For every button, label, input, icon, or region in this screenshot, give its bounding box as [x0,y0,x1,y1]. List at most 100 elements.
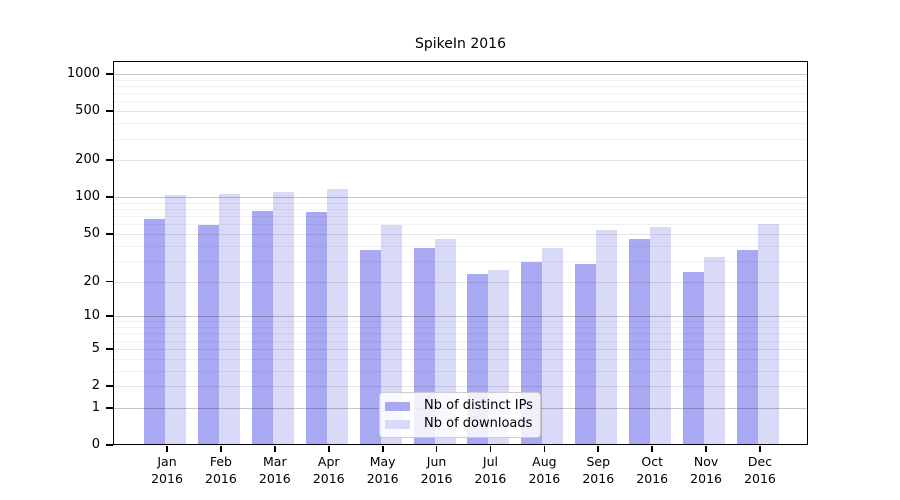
gridline [113,160,808,162]
gridline [113,93,808,95]
x-axis-tick [166,446,168,452]
bar-nb-of-downloads-mar-2016 [272,191,294,445]
gridline [113,281,808,283]
x-axis-tick [381,446,384,452]
y-tick-label: 50 [83,225,100,241]
y-axis-tick [106,159,113,161]
x-axis-tick [543,446,546,452]
x-axis-tick [327,446,330,452]
bar-nb-of-distinct-ips-dec-2016 [736,249,758,445]
x-tick-label: Nov 2016 [690,454,722,486]
gridline [113,79,808,81]
x-axis-tick [435,446,438,452]
gridline [113,386,808,387]
legend: Nb of distinct IPs Nb of downloads [379,392,541,438]
x-tick-label: Mar 2016 [258,454,291,486]
bar-nb-of-downloads-apr-2016 [326,189,348,445]
gridline [113,101,808,103]
legend-swatch-downloads [385,419,410,429]
x-tick-label: Aug 2016 [528,454,561,486]
gridline [113,260,808,262]
bar-nb-of-distinct-ips-jan-2016 [144,219,165,445]
y-tick-label: 10 [83,308,100,324]
x-tick-label: Jun 2016 [420,454,453,486]
bar-nb-of-downloads-jan-2016 [165,195,186,445]
y-axis-tick [106,73,113,75]
y-tick-label: 100 [75,189,100,205]
gridline [113,348,808,350]
gridline [113,111,808,113]
legend-row: Nb of downloads [385,415,533,433]
bar-nb-of-distinct-ips-sep-2016 [575,264,597,445]
bar-nb-of-downloads-sep-2016 [596,229,618,445]
y-axis-tick [106,196,113,198]
x-axis-tick [705,446,707,452]
y-axis-tick [106,232,113,235]
y-tick-label: 1000 [66,66,100,81]
x-tick-label: Oct 2016 [636,454,669,486]
gridline [113,224,808,226]
y-axis-tick [106,110,113,112]
gridline [113,358,808,360]
x-axis-tick [759,446,761,452]
y-axis-tick [106,315,113,318]
y-axis-tick [106,406,113,409]
bar-nb-of-distinct-ips-oct-2016 [629,239,651,445]
y-axis-tick [106,385,113,387]
y-tick-label: 500 [75,103,100,119]
x-tick-label: Jul 2016 [474,454,507,486]
bar-nb-of-downloads-oct-2016 [650,226,672,445]
gridline [113,123,808,125]
x-tick-label: Apr 2016 [312,454,345,486]
gridline [113,327,808,328]
gridline [113,321,808,323]
y-tick-label: 1 [91,399,100,415]
plot-area [113,61,808,445]
bar-nb-of-distinct-ips-nov-2016 [683,272,705,445]
chart-title: SpikeIn 2016 [415,36,506,52]
x-tick-label: Sep 2016 [582,454,615,486]
bar-nb-of-distinct-ips-apr-2016 [305,211,327,445]
bar-nb-of-downloads-feb-2016 [218,194,240,445]
x-tick-label: Feb 2016 [205,454,237,486]
x-tick-label: Jan 2016 [151,454,183,486]
y-tick-label: 5 [91,340,100,356]
y-tick-label: 0 [91,437,100,452]
gridline [113,74,808,75]
bar-nb-of-distinct-ips-feb-2016 [197,225,219,445]
gridline [113,340,808,342]
legend-row: Nb of distinct IPs [385,397,533,415]
x-axis-tick [220,446,222,452]
legend-label-downloads: Nb of downloads [424,416,533,431]
bar-nb-of-downloads-aug-2016 [542,248,564,445]
gridline [113,333,808,335]
x-axis-tick [651,446,654,452]
legend-swatch-distinct-ips [385,401,410,411]
x-axis-tick [489,446,492,452]
x-axis-tick [597,446,600,452]
x-axis-tick [274,446,276,452]
gridline [113,197,808,199]
legend-label-distinct-ips: Nb of distinct IPs [424,398,533,413]
gridline [113,233,808,235]
gridline [113,85,808,87]
gridline [113,202,808,204]
bar-nb-of-distinct-ips-mar-2016 [251,211,273,445]
gridline [113,138,808,140]
y-axis-tick [106,444,113,446]
bar-nb-of-distinct-ips-may-2016 [359,249,381,445]
gridline [113,370,808,372]
y-axis-tick [106,280,113,283]
gridline [113,209,808,211]
x-tick-label: Dec 2016 [744,454,776,486]
x-tick-label: May 2016 [366,454,399,486]
y-tick-label: 20 [83,273,100,289]
y-axis-tick [106,347,113,350]
bar-nb-of-downloads-may-2016 [380,225,402,445]
y-tick-label: 2 [91,378,100,393]
gridline [113,316,808,318]
bar-nb-of-downloads-nov-2016 [704,257,726,445]
gridline [113,216,808,218]
y-tick-label: 200 [75,152,100,168]
